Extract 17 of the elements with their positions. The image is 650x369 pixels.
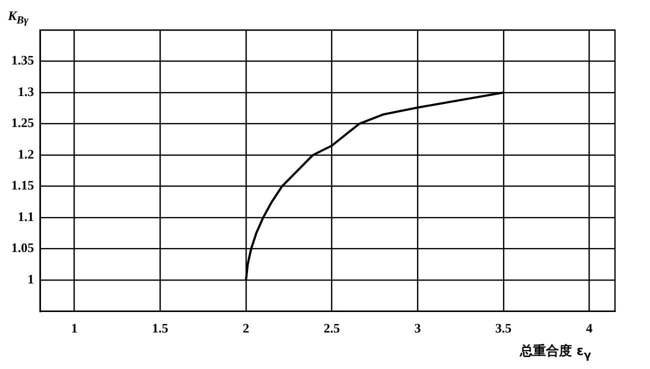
x-tick-label: 1	[71, 320, 78, 336]
x-axis-title: 总重合度 ε$_{γ}$	[520, 342, 592, 362]
y-tick-label: 1.35	[11, 52, 34, 68]
y-tick-label: 1	[28, 271, 34, 286]
y-tick-label: 1.3	[18, 84, 34, 99]
y-tick-label: 1.2	[18, 146, 34, 162]
x-tick-label: 4	[586, 320, 594, 336]
y-axis-title: K$_{Bγ}$	[8, 8, 28, 27]
x-tick-label: 3.5	[495, 320, 512, 336]
x-tick-label: 2	[242, 320, 250, 336]
y-tick-label: 1.1	[18, 208, 34, 224]
x-tick-label: 1.5	[152, 320, 169, 336]
y-tick-label: 1.15	[11, 178, 34, 193]
x-tick-label: 2.5	[324, 320, 340, 336]
x-tick-label: 3	[414, 320, 422, 336]
y-tick-label: 1.05	[11, 240, 34, 256]
y-tick-label: 1.25	[11, 115, 34, 130]
